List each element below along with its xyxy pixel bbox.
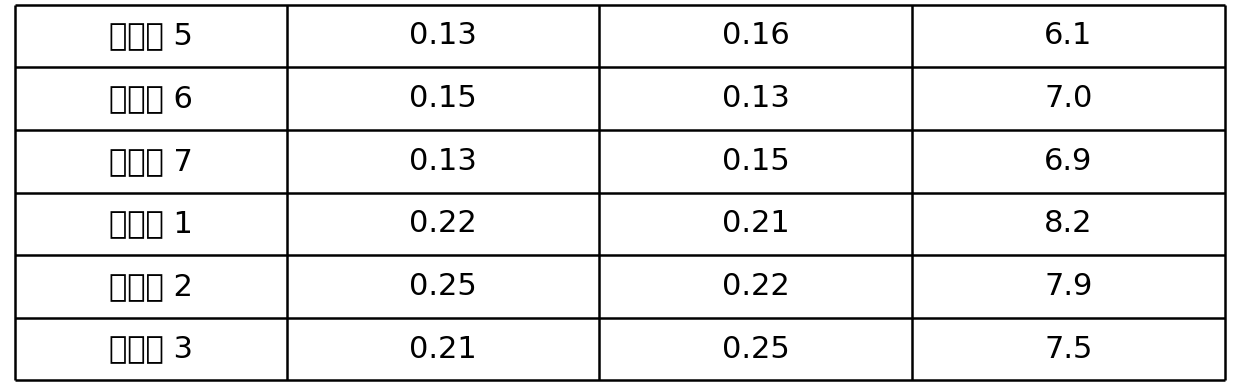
Text: 0.22: 0.22 <box>722 272 790 301</box>
Text: 0.21: 0.21 <box>722 209 790 238</box>
Text: 7.5: 7.5 <box>1044 335 1092 363</box>
Text: 0.21: 0.21 <box>409 335 477 363</box>
Text: 0.25: 0.25 <box>722 335 790 363</box>
Text: 0.22: 0.22 <box>409 209 477 238</box>
Text: 实施例 7: 实施例 7 <box>109 147 193 176</box>
Text: 实施例 6: 实施例 6 <box>109 84 193 113</box>
Text: 0.13: 0.13 <box>409 147 477 176</box>
Text: 0.25: 0.25 <box>409 272 477 301</box>
Text: 对比例 1: 对比例 1 <box>109 209 193 238</box>
Text: 6.1: 6.1 <box>1044 22 1092 50</box>
Text: 0.13: 0.13 <box>722 84 790 113</box>
Text: 0.15: 0.15 <box>409 84 477 113</box>
Text: 8.2: 8.2 <box>1044 209 1092 238</box>
Text: 6.9: 6.9 <box>1044 147 1092 176</box>
Text: 0.16: 0.16 <box>722 22 790 50</box>
Text: 0.15: 0.15 <box>722 147 790 176</box>
Text: 实施例 5: 实施例 5 <box>109 22 193 50</box>
Text: 7.0: 7.0 <box>1044 84 1092 113</box>
Text: 0.13: 0.13 <box>409 22 477 50</box>
Text: 7.9: 7.9 <box>1044 272 1092 301</box>
Text: 对比例 3: 对比例 3 <box>109 335 193 363</box>
Text: 对比例 2: 对比例 2 <box>109 272 193 301</box>
